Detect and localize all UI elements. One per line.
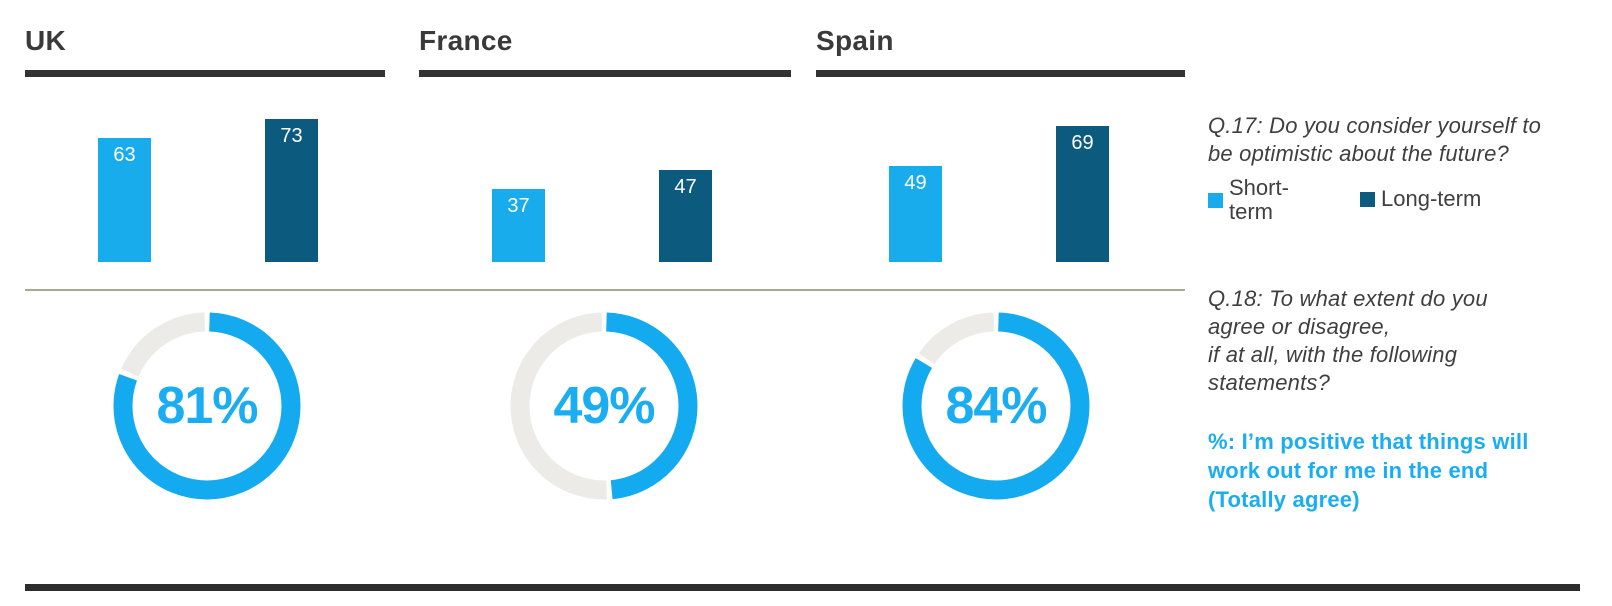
bar-value-label: 73 xyxy=(280,125,303,147)
bottom-rule xyxy=(25,584,1580,591)
long-term-swatch-icon xyxy=(1360,191,1375,207)
section-divider xyxy=(25,289,1185,291)
donut-uk: 81% xyxy=(112,311,302,501)
donut-percentage-label: 84% xyxy=(945,377,1047,435)
panel-title-uk: UK xyxy=(25,25,67,56)
panel-france: France 37 47 xyxy=(419,25,791,262)
donut-ring xyxy=(902,312,1090,500)
bar-value-label: 69 xyxy=(1071,132,1094,154)
legend-item-short-term: Short- term xyxy=(1208,176,1289,224)
donut-ring xyxy=(510,312,698,500)
bar-value-label: 37 xyxy=(507,195,530,217)
statement-text: %: I’m positive that things will work ou… xyxy=(1208,429,1529,512)
question-17-text: Q.17: Do you consider yourself to be opt… xyxy=(1208,113,1542,166)
bar-france-long-term: 47 xyxy=(659,170,712,262)
donut-france: 49% xyxy=(509,311,699,501)
bar-spain-short-term: 49 xyxy=(889,166,942,262)
bar-spain-long-term: 69 xyxy=(1056,126,1109,262)
panel-spain: Spain 49 69 xyxy=(816,25,1185,262)
panel-title-spain: Spain xyxy=(816,25,894,56)
title-underline xyxy=(816,70,1185,77)
bar-value-label: 47 xyxy=(674,176,697,198)
bar-value-label: 63 xyxy=(113,144,136,166)
series-legend: Short- term Long-term xyxy=(1208,174,1593,234)
title-underline xyxy=(419,70,791,77)
legend-item-long-term: Long-term xyxy=(1360,187,1481,211)
bar-uk-short-term: 63 xyxy=(98,138,151,262)
bar-uk-long-term: 73 xyxy=(265,119,318,262)
panel-uk: UK 63 73 xyxy=(25,25,385,262)
donut-percentage-label: 49% xyxy=(553,377,655,435)
panel-title-france: France xyxy=(419,25,513,56)
legend-label: Long-term xyxy=(1381,186,1482,211)
question-18-text: Q.18: To what extent do you agree or dis… xyxy=(1208,286,1488,395)
donut-percentage-label: 81% xyxy=(156,377,258,435)
bar-france-short-term: 37 xyxy=(492,189,545,262)
bar-value-label: 49 xyxy=(904,172,927,194)
donut-spain: 84% xyxy=(901,311,1091,501)
title-underline xyxy=(25,70,385,77)
donut-ring xyxy=(113,312,301,500)
short-term-swatch-icon xyxy=(1208,192,1223,208)
legend-label: Short- term xyxy=(1229,175,1289,224)
